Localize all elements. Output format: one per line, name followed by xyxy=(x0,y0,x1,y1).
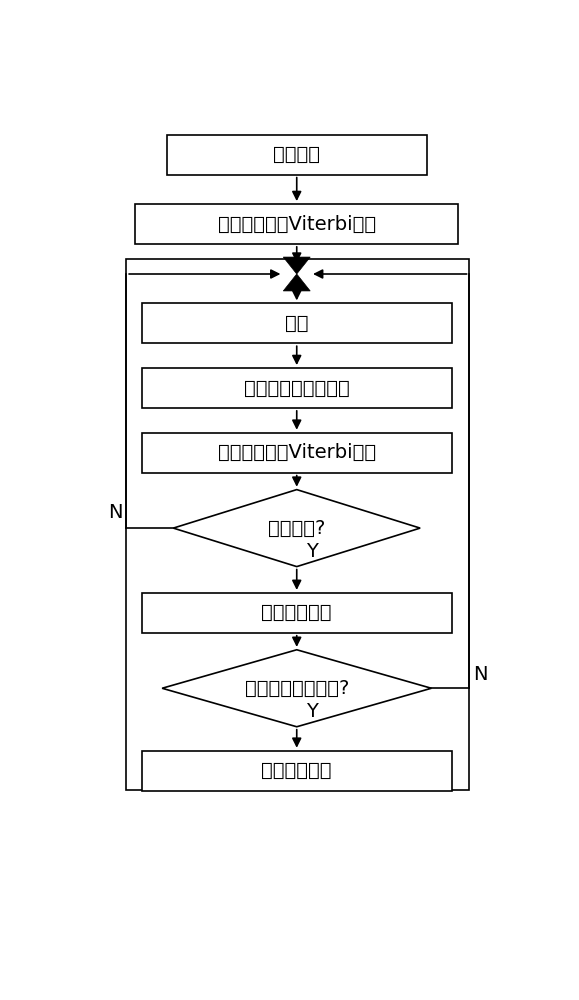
Text: 最后一层?: 最后一层? xyxy=(268,519,325,538)
Polygon shape xyxy=(173,490,420,567)
Polygon shape xyxy=(162,650,431,727)
Polygon shape xyxy=(283,257,310,274)
Text: 采样: 采样 xyxy=(285,314,309,333)
Bar xyxy=(142,368,452,408)
Text: 达到预定采样次数?: 达到预定采样次数? xyxy=(244,679,349,698)
Bar xyxy=(142,433,452,473)
Polygon shape xyxy=(283,274,310,291)
Text: 计算第一层的Viterbi路径: 计算第一层的Viterbi路径 xyxy=(218,214,376,233)
Text: 构建下一层采样信息: 构建下一层采样信息 xyxy=(244,378,350,397)
Text: Y: Y xyxy=(306,542,318,561)
Text: N: N xyxy=(474,665,488,684)
Bar xyxy=(142,303,452,343)
Bar xyxy=(142,751,452,791)
Text: 输出采样结果: 输出采样结果 xyxy=(262,761,332,780)
Text: 计算下一层的Viterbi路径: 计算下一层的Viterbi路径 xyxy=(218,443,376,462)
Bar xyxy=(126,259,470,790)
Bar xyxy=(167,135,427,175)
Text: N: N xyxy=(108,503,122,522)
Bar xyxy=(142,593,452,633)
Bar xyxy=(135,204,459,244)
Text: 存储采样结果: 存储采样结果 xyxy=(262,603,332,622)
Text: 参数设置: 参数设置 xyxy=(273,145,320,164)
Text: Y: Y xyxy=(306,702,318,721)
